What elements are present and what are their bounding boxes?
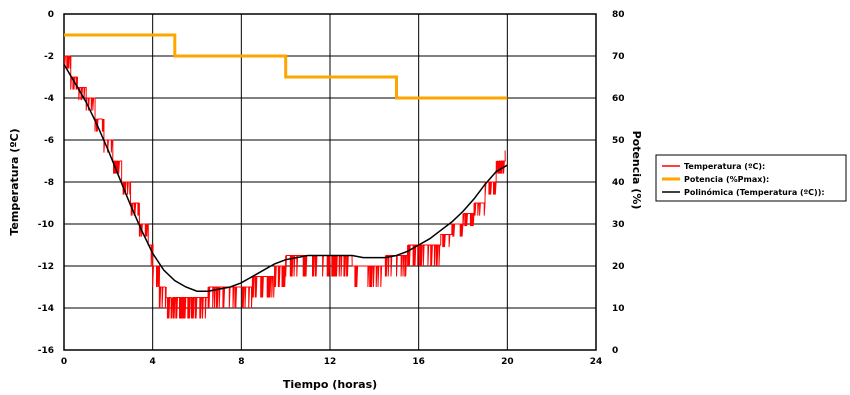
series-temperatura [64, 55, 506, 319]
y2-tick-label: 60 [612, 94, 625, 104]
plot-frame [63, 13, 597, 351]
y2-tick-label: 40 [612, 178, 625, 188]
legend-label: Polinómica (Temperatura (ºC)): [684, 187, 825, 197]
grid [63, 13, 597, 351]
y2-tick-label: 0 [612, 346, 618, 356]
x-tick-label: 24 [590, 357, 603, 367]
y-tick-label: 0 [48, 10, 54, 20]
y-tick-labels: 0 -2 -4 -6 -8 -10 -12 -14 -16 [38, 10, 54, 356]
x-tick-label: 20 [501, 357, 514, 367]
y-tick-label: -6 [44, 136, 54, 146]
x-tick-label: 16 [412, 357, 425, 367]
y2-tick-label: 10 [612, 304, 625, 314]
legend: Temperatura (ºC): Potencia (%Pmax): Polinó… [655, 154, 847, 202]
x-tick-label: 0 [61, 357, 67, 367]
y-tick-label: -10 [38, 220, 54, 230]
x-tick-labels: 0 4 8 12 16 20 24 [61, 357, 602, 367]
y-tick-label: -8 [44, 178, 54, 188]
legend-box [655, 154, 847, 202]
y2-tick-labels: 80 70 60 50 40 30 20 10 0 [612, 10, 625, 356]
y-tick-label: -16 [38, 346, 54, 356]
y2-tick-label: 20 [612, 262, 625, 272]
y2-tick-label: 70 [612, 52, 625, 62]
y2-axis-title: Potencia (%) [630, 131, 643, 210]
x-axis-title: Tiempo (horas) [283, 378, 377, 391]
y-tick-label: -2 [44, 52, 54, 62]
y2-tick-label: 30 [612, 220, 625, 230]
x-tick-label: 4 [150, 357, 156, 367]
legend-label: Potencia (%Pmax): [684, 175, 769, 184]
x-tick-label: 12 [324, 357, 337, 367]
y-tick-label: -12 [38, 262, 54, 272]
series-layer [63, 33, 508, 319]
series-polinomica [63, 64, 508, 292]
series-potencia [64, 33, 508, 100]
x-tick-label: 8 [238, 357, 244, 367]
y2-tick-label: 50 [612, 136, 625, 146]
y-axis-title: Temperatura (ºC) [8, 128, 21, 235]
y-tick-label: -14 [38, 304, 54, 314]
legend-label: Temperatura (ºC): [684, 162, 765, 171]
y2-tick-label: 80 [612, 10, 625, 20]
y-tick-label: -4 [44, 94, 54, 104]
